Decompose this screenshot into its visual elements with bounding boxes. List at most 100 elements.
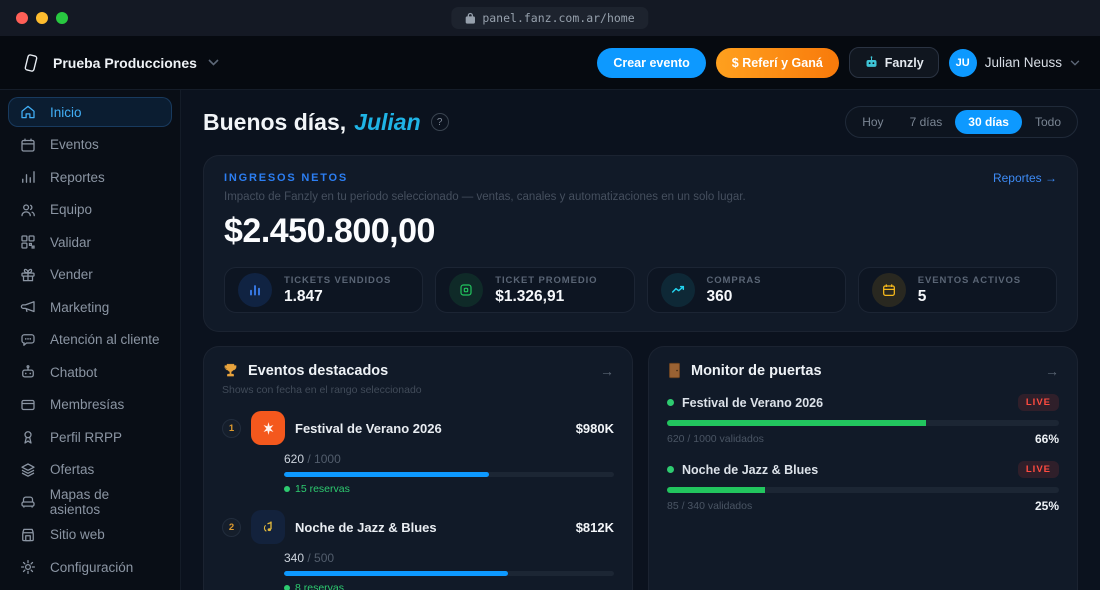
url-text: panel.fanz.com.ar/home <box>482 11 635 25</box>
sidebar-item-label: Vender <box>50 267 93 282</box>
door-event-name: Festival de Verano 2026 <box>682 395 824 410</box>
kpi-value: $1.326,91 <box>495 287 565 305</box>
sidebar-item-label: Ofertas <box>50 462 95 477</box>
calendar-icon <box>871 273 906 307</box>
badge-icon <box>18 428 38 446</box>
kpi-label: TICKETS VENDIDOS <box>284 274 392 286</box>
layers-icon <box>18 461 38 479</box>
sidebar-item-validar[interactable]: Validar <box>8 227 172 257</box>
sidebar-item-ofertas[interactable]: Ofertas <box>8 455 172 485</box>
sidebar-item-chatbot[interactable]: Chatbot <box>8 357 172 387</box>
bar-chart-icon <box>238 273 272 307</box>
sidebar-item-atencion-al-cliente[interactable]: Atención al cliente <box>8 325 172 355</box>
robot-icon <box>18 363 38 381</box>
event-item[interactable]: 1 Festival de Verano 2026 $980K 620 / 10… <box>222 411 614 495</box>
sidebar-item-perfil-rrpp[interactable]: Perfil RRPP <box>8 422 172 452</box>
ticket-icon <box>24 53 38 72</box>
greeting-user-name: Julian <box>354 108 421 135</box>
sidebar-item-reportes[interactable]: Reportes <box>8 162 172 192</box>
ticket-icon <box>449 273 484 307</box>
referral-button[interactable]: $ Referí y Ganá <box>715 47 839 78</box>
door-monitor-arrow[interactable]: → <box>1045 362 1059 379</box>
people-icon <box>18 201 38 219</box>
sidebar-item-label: Marketing <box>50 299 110 315</box>
live-dot-icon <box>667 399 674 406</box>
sidebar-item-configuracion[interactable]: Configuración <box>8 552 172 582</box>
door-monitor-row[interactable]: Festival de Verano 2026 LIVE 620 / 1000 … <box>667 394 1059 446</box>
app-header: Prueba Producciones Crear evento $ Refer… <box>0 36 1100 90</box>
sidebar: Inicio Eventos Reportes Equipo Validar V… <box>0 90 181 590</box>
event-progress-bar <box>284 472 614 477</box>
sidebar-item-equipo[interactable]: Equipo <box>8 195 172 225</box>
workspace-switcher[interactable]: Prueba Producciones <box>20 52 219 74</box>
featured-events-arrow[interactable]: → <box>600 362 614 379</box>
sidebar-item-label: Mapas de asientos <box>49 487 110 517</box>
robot-icon <box>866 56 877 67</box>
kpi-row: TICKETS VENDIDOS 1.847 TICKET PROMEDIO $… <box>224 267 1057 313</box>
event-name: Noche de Jazz & Blues <box>295 519 437 535</box>
maximize-window-icon[interactable] <box>56 12 68 24</box>
sidebar-item-label: Sitio web <box>50 527 105 542</box>
sidebar-item-eventos[interactable]: Eventos <box>8 130 172 160</box>
workspace-name: Prueba Producciones <box>53 54 197 71</box>
trend-up-icon <box>660 273 695 307</box>
help-icon[interactable]: ? <box>430 113 449 131</box>
address-bar[interactable]: panel.fanz.com.ar/home <box>451 7 649 29</box>
window-controls <box>16 12 68 24</box>
sidebar-item-label: Membresías <box>50 397 125 412</box>
kpi-eventos-activos: EVENTOS ACTIVOS 5 <box>857 267 1057 313</box>
event-revenue: $812K <box>575 519 614 535</box>
home-icon <box>18 103 38 121</box>
event-sold: 620 <box>284 452 305 466</box>
reportes-link[interactable]: Reportes → <box>992 171 1057 185</box>
bar-chart-icon <box>18 168 38 186</box>
filter-7-dias[interactable]: 7 días <box>897 110 956 134</box>
net-income-amount: $2.450.800,00 <box>224 212 435 250</box>
event-sold: 340 <box>284 551 305 565</box>
door-monitor-card: Monitor de puertas → Festival de Verano … <box>648 346 1078 590</box>
event-revenue: $980K <box>575 420 614 436</box>
kpi-value: 5 <box>917 287 927 305</box>
header-actions: Crear evento $ Referí y Ganá Fanzly JU J… <box>597 47 1080 78</box>
sidebar-item-mapas-de-asientos[interactable]: Mapas de asientos <box>8 487 172 517</box>
sidebar-item-membresias[interactable]: Membresías <box>8 390 172 420</box>
validated-percent: 66% <box>1034 432 1059 446</box>
fireworks-icon <box>251 411 285 445</box>
avatar: JU <box>948 48 977 77</box>
qr-code-icon <box>18 233 38 251</box>
user-name: Julian Neuss <box>984 55 1062 70</box>
lock-icon <box>465 12 475 24</box>
user-menu[interactable]: JU Julian Neuss <box>948 48 1080 77</box>
sidebar-item-marketing[interactable]: Marketing <box>8 292 172 322</box>
door-monitor-row[interactable]: Noche de Jazz & Blues LIVE 85 / 340 vali… <box>667 461 1059 513</box>
close-window-icon[interactable] <box>16 12 28 24</box>
kpi-compras: COMPRAS 360 <box>646 267 846 313</box>
sidebar-item-label: Eventos <box>50 137 99 152</box>
minimize-window-icon[interactable] <box>36 12 48 24</box>
chevron-down-icon <box>1070 59 1080 66</box>
filter-todo[interactable]: Todo <box>1022 110 1074 134</box>
filter-hoy[interactable]: Hoy <box>849 110 896 134</box>
validated-count: 85 / 340 validados <box>667 500 753 512</box>
door-event-name: Noche de Jazz & Blues <box>682 462 819 477</box>
live-badge: LIVE <box>1017 461 1059 478</box>
sidebar-item-label: Reportes <box>50 169 105 185</box>
door-progress-bar <box>667 420 1059 426</box>
kpi-value: 1.847 <box>284 287 323 305</box>
chevron-down-icon <box>208 59 219 66</box>
time-range-filter: Hoy 7 días 30 días Todo <box>845 106 1078 138</box>
fanzly-button[interactable]: Fanzly <box>848 47 939 78</box>
storefront-icon <box>18 526 38 544</box>
sidebar-item-label: Validar <box>50 234 92 250</box>
sidebar-item-sitio-web[interactable]: Sitio web <box>8 520 172 550</box>
sidebar-item-vender[interactable]: Vender <box>8 260 172 290</box>
sidebar-item-label: Atención al cliente <box>50 332 160 347</box>
gear-icon <box>18 558 38 576</box>
door-monitor-title: Monitor de puertas <box>691 362 822 379</box>
filter-30-dias[interactable]: 30 días <box>955 110 1022 134</box>
card-icon <box>18 396 38 414</box>
event-item[interactable]: 2 Noche de Jazz & Blues $812K 340 / 500 … <box>222 510 614 590</box>
sidebar-item-inicio[interactable]: Inicio <box>8 97 172 127</box>
create-event-button[interactable]: Crear evento <box>597 47 706 78</box>
live-dot-icon <box>667 466 674 473</box>
